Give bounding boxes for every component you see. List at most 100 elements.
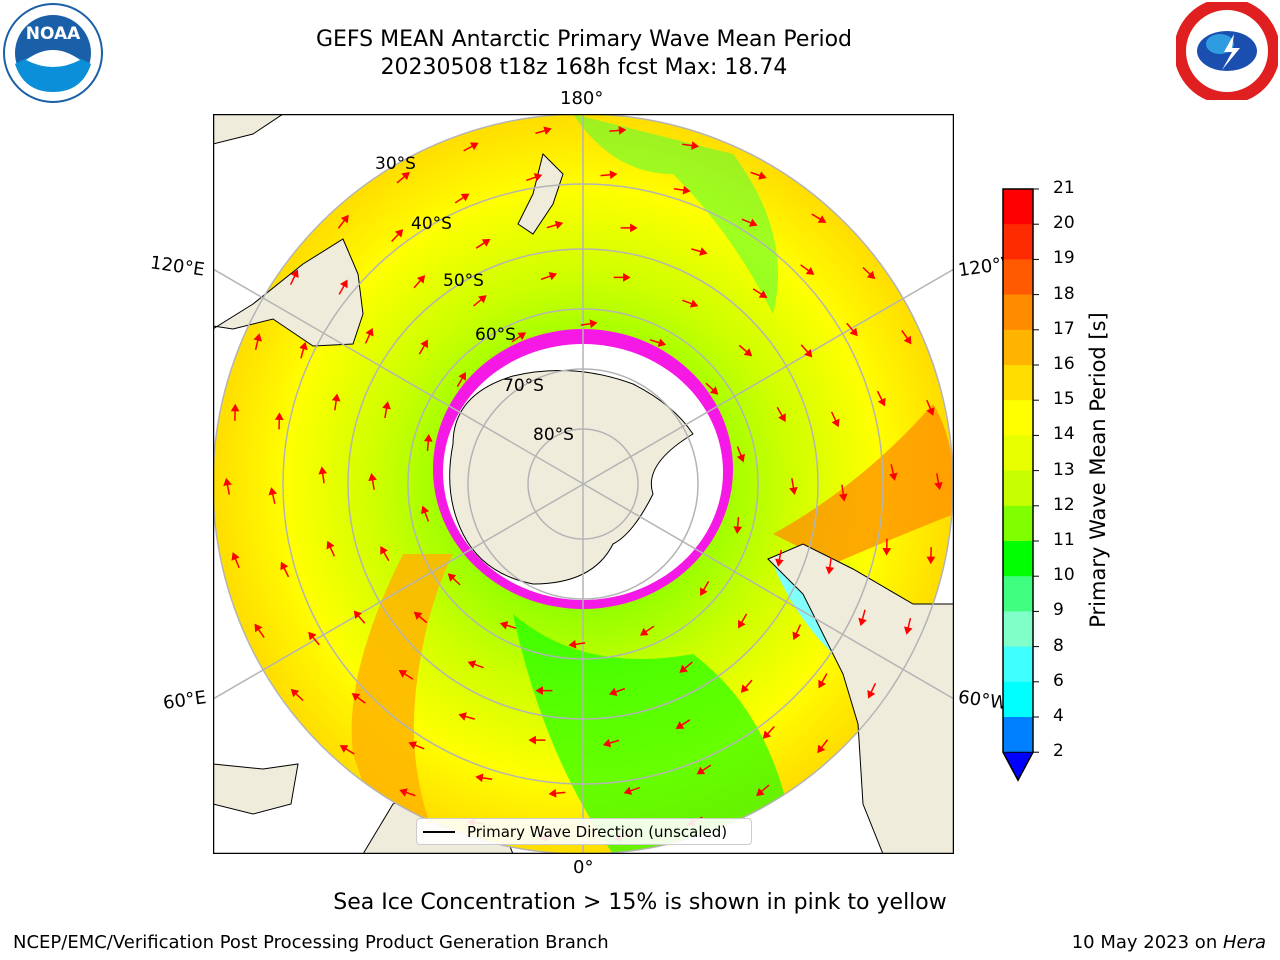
wave-arrow bbox=[353, 610, 366, 624]
wave-arrow bbox=[408, 741, 425, 750]
wave-arrow bbox=[888, 464, 898, 481]
wave-arrow bbox=[775, 549, 784, 567]
wave-arrow bbox=[752, 288, 768, 298]
lat-label-70s: 70°S bbox=[503, 376, 544, 396]
wave-arrow bbox=[548, 788, 566, 798]
wave-arrow bbox=[326, 540, 336, 557]
period-low-band-n bbox=[573, 114, 778, 314]
wave-arrow bbox=[413, 275, 426, 289]
wave-arrow bbox=[254, 623, 265, 638]
colorbar-tick-label: 13 bbox=[1053, 459, 1075, 480]
noaa-logo: NOAA bbox=[3, 3, 103, 103]
wave-arrow bbox=[318, 466, 328, 484]
wave-arrow bbox=[473, 295, 487, 307]
wave-arrow bbox=[901, 330, 912, 345]
period-high-band-sw bbox=[351, 554, 453, 854]
colorbar-segment bbox=[1003, 576, 1033, 612]
wave-arrow bbox=[818, 673, 828, 689]
wave-arrow bbox=[364, 327, 374, 344]
wave-arrow bbox=[705, 382, 719, 395]
colorbar-tick-label: 18 bbox=[1053, 283, 1075, 304]
colorbar-tick-label: 14 bbox=[1053, 424, 1075, 445]
wave-direction-arrows bbox=[223, 126, 943, 842]
colorbar-tick-label: 11 bbox=[1053, 530, 1075, 550]
footer-date: 10 May 2023 on Hera bbox=[1072, 932, 1266, 953]
wave-arrow bbox=[867, 682, 877, 699]
wave-arrow bbox=[789, 478, 798, 496]
wave-arrow bbox=[380, 546, 390, 562]
wave-arrow bbox=[825, 557, 835, 575]
wave-arrow bbox=[862, 266, 876, 280]
colorbar-tick-label: 12 bbox=[1053, 494, 1075, 515]
new-zealand-land bbox=[517, 153, 564, 235]
wave-arrow bbox=[756, 784, 770, 797]
lon-label-lower-left: 60°E bbox=[161, 687, 208, 714]
wave-arrow bbox=[580, 319, 598, 329]
wave-arrow bbox=[792, 624, 802, 641]
colorbar-segment bbox=[1003, 717, 1033, 753]
lon-label-upper-left: 120°E bbox=[148, 252, 206, 281]
period-high-band-se bbox=[773, 404, 953, 564]
footer-credit: NCEP/EMC/Verification Post Processing Pr… bbox=[13, 932, 609, 953]
wave-arrow bbox=[399, 788, 416, 797]
colorbar-tick-label: 21 bbox=[1053, 178, 1075, 198]
lat-label-80s: 80°S bbox=[533, 425, 574, 445]
wave-arrow bbox=[649, 338, 667, 347]
wave-arrow bbox=[528, 735, 546, 745]
colorbar-tick-label: 20 bbox=[1053, 213, 1075, 234]
wave-arrow bbox=[800, 344, 813, 358]
wave-arrow bbox=[299, 341, 308, 359]
wave-arrow bbox=[290, 688, 304, 702]
colorbar-segment bbox=[1003, 365, 1033, 401]
wave-arrow bbox=[776, 406, 786, 422]
wave-arrow bbox=[811, 213, 827, 223]
wave-arrow bbox=[682, 141, 700, 150]
map-border bbox=[213, 114, 954, 854]
wave-arrow bbox=[475, 238, 491, 249]
legend-line-swatch bbox=[423, 831, 455, 833]
colorbar-tick-label: 19 bbox=[1053, 248, 1075, 269]
wave-arrow bbox=[679, 661, 693, 673]
wave-arrow bbox=[733, 517, 743, 535]
wave-arrow bbox=[308, 631, 320, 646]
wave-arrow bbox=[230, 403, 240, 421]
wave-arrow bbox=[700, 580, 710, 597]
colorbar-tick-label: 8 bbox=[1053, 635, 1064, 656]
wave-arrow bbox=[391, 229, 404, 243]
nws-logo bbox=[1176, 2, 1278, 100]
colorbar-tick-label: 6 bbox=[1053, 670, 1064, 691]
wave-arrow bbox=[623, 786, 640, 795]
island-lower-left bbox=[213, 763, 299, 815]
wave-arrow bbox=[738, 613, 748, 629]
wave-arrow bbox=[882, 538, 892, 556]
wave-arrow bbox=[456, 371, 466, 388]
wave-arrow bbox=[613, 273, 631, 282]
colorbar-segment bbox=[1003, 329, 1033, 366]
footer-system: Hera bbox=[1222, 932, 1266, 953]
wave-arrow bbox=[846, 322, 858, 337]
wave-arrow bbox=[926, 547, 936, 565]
wave-arrow bbox=[540, 272, 558, 281]
wave-arrow bbox=[368, 472, 377, 490]
colorbar-segment bbox=[1003, 681, 1033, 718]
colorbar-segment bbox=[1003, 541, 1033, 577]
wave-arrow bbox=[903, 618, 913, 635]
wave-arrow bbox=[741, 218, 758, 227]
caption: Sea Ice Concentration > 15% is shown in … bbox=[333, 890, 947, 915]
wave-arrow bbox=[396, 171, 410, 184]
colorbar-segment bbox=[1003, 189, 1033, 225]
colorbar-label: Primary Wave Mean Period [s] bbox=[1086, 312, 1110, 628]
legend: Primary Wave Direction (unscaled) bbox=[416, 818, 752, 845]
wave-arrow bbox=[600, 170, 618, 180]
wave-arrow bbox=[926, 399, 935, 416]
wave-arrow bbox=[696, 764, 712, 775]
wave-arrow bbox=[602, 738, 620, 748]
colorbar-segment bbox=[1003, 470, 1033, 507]
wave-arrow bbox=[231, 552, 240, 569]
wave-arrow bbox=[458, 712, 475, 721]
wave-arrow bbox=[351, 693, 366, 704]
wave-arrow bbox=[398, 670, 414, 680]
wave-arrow bbox=[817, 739, 829, 754]
wave-arrow bbox=[337, 214, 349, 229]
wave-arrow bbox=[511, 332, 527, 343]
